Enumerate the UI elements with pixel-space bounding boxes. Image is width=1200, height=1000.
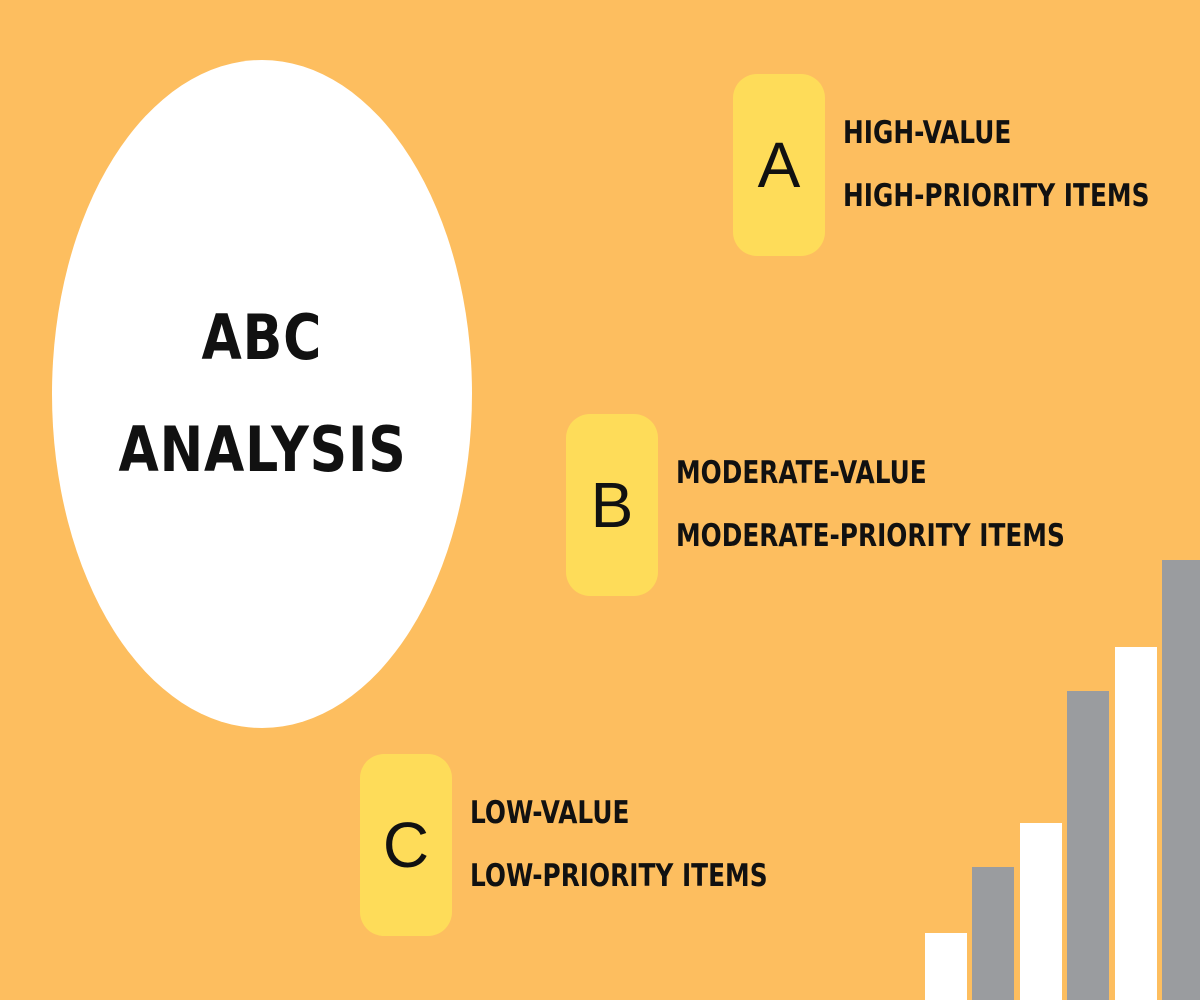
decor-bar-3	[1020, 823, 1062, 1000]
decor-bar-5	[1115, 647, 1157, 1000]
tier-a-description: HIGH-VALUE HIGH-PRIORITY ITEMS	[843, 118, 1200, 212]
badge-a-letter: A	[757, 129, 801, 201]
tier-a-value-label: HIGH-VALUE	[843, 115, 1012, 151]
tier-b-value-label: MODERATE-VALUE	[676, 455, 927, 491]
tier-b-priority-label: MODERATE-PRIORITY ITEMS	[676, 518, 1065, 554]
tier-c-value-label: LOW-VALUE	[470, 795, 630, 831]
tier-c: C LOW-VALUE LOW-PRIORITY ITEMS	[360, 754, 842, 936]
decor-bar-2	[972, 867, 1014, 1000]
badge-b-letter: B	[590, 469, 634, 541]
title-line-1: ABC	[201, 301, 323, 374]
tier-a: A HIGH-VALUE HIGH-PRIORITY ITEMS	[733, 74, 1200, 256]
decor-bar-4	[1067, 691, 1109, 1000]
tier-c-priority-label: LOW-PRIORITY ITEMS	[470, 858, 768, 894]
title-circle: ABC ANALYSIS	[52, 60, 472, 728]
decor-bar-6	[1162, 560, 1200, 1000]
tier-a-priority-label: HIGH-PRIORITY ITEMS	[843, 178, 1150, 214]
tier-b-description: MODERATE-VALUE MODERATE-PRIORITY ITEMS	[676, 458, 1162, 552]
badge-c: C	[360, 754, 452, 936]
decor-bar-1	[925, 933, 967, 1000]
tier-b: B MODERATE-VALUE MODERATE-PRIORITY ITEMS	[566, 414, 1162, 596]
badge-c-letter: C	[382, 809, 430, 881]
badge-a: A	[733, 74, 825, 256]
tier-c-description: LOW-VALUE LOW-PRIORITY ITEMS	[470, 798, 842, 892]
title-line-2: ANALYSIS	[117, 413, 407, 486]
badge-b: B	[566, 414, 658, 596]
